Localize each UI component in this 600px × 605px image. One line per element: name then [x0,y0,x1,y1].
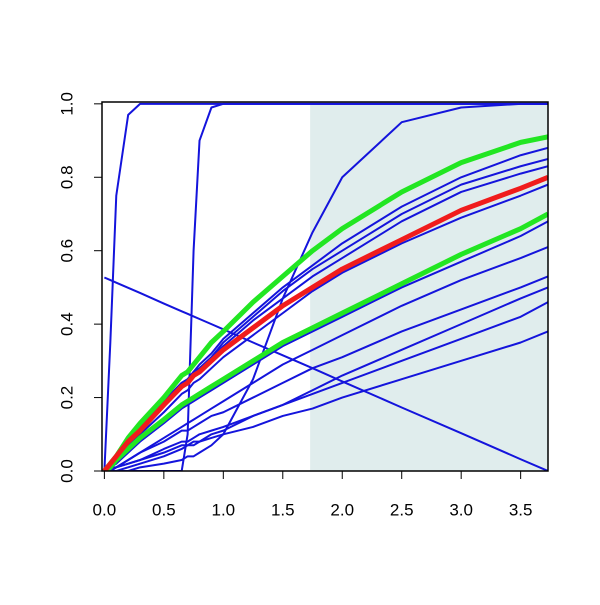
curve [103,220,548,471]
curve [104,330,548,471]
x-tick-label: 2.5 [390,500,414,519]
x-tick-label: 2.0 [330,500,354,519]
x-tick-label: 3.0 [449,500,473,519]
x-tick-label: 0.0 [93,500,117,519]
shaded-region [310,102,548,471]
curve [103,275,548,471]
y-tick-label: 1.0 [57,92,76,116]
curve [104,286,548,471]
x-tick-label: 0.5 [152,500,176,519]
curve [103,276,548,471]
y-tick-label: 0.4 [57,312,76,336]
plot-frame [101,101,549,472]
y-tick-label: 0.0 [57,459,76,483]
curve [103,211,548,471]
y-tick-label: 0.2 [57,386,76,410]
curve [102,174,548,471]
y-tick-label: 0.8 [57,165,76,189]
x-tick-label: 1.5 [271,500,295,519]
x-tick-label: 1.0 [211,500,235,519]
x-tick-label: 3.5 [509,500,533,519]
curve [102,134,548,471]
curve [103,183,548,471]
curve [104,102,548,471]
y-tick-label: 0.6 [57,239,76,263]
